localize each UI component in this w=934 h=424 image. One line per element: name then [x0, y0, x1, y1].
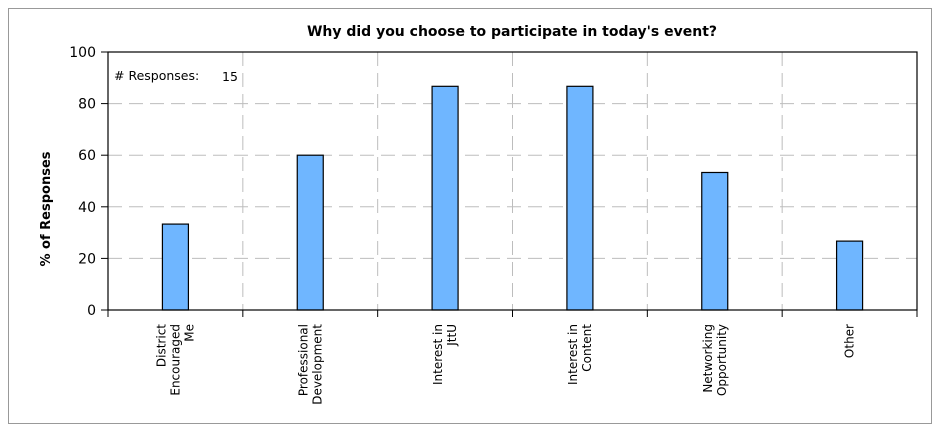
category-label: Interest in JttU [431, 324, 459, 385]
category-label-line: Content [580, 324, 594, 372]
plot-area-border [107, 51, 918, 311]
chart-frame [8, 8, 932, 424]
category-label: Professional Development [296, 324, 324, 405]
bar [835, 240, 864, 311]
grid-lines [108, 52, 917, 310]
axes [101, 51, 918, 317]
responses-label: # Responses: [114, 68, 199, 83]
y-tick-label: 40 [78, 200, 96, 216]
y-tick-label: 20 [78, 251, 96, 267]
bar [161, 223, 190, 311]
category-label: Networking Opportunity [701, 324, 729, 396]
x-tick-labels: District Encouraged Me Professional Developm… [154, 324, 856, 405]
category-label-line: Interest in [431, 324, 445, 385]
category-label-line: Me [182, 324, 196, 342]
category-label-line: Encouraged [168, 324, 182, 396]
category-label-line: District [154, 324, 168, 367]
y-tick-label: 100 [69, 45, 96, 61]
bar [701, 171, 729, 311]
category-label-line: Development [310, 324, 324, 405]
category-label-line: Other [843, 324, 857, 358]
bar [431, 85, 459, 311]
y-axis-label: % of Responses [39, 151, 54, 266]
y-tick-label: 60 [78, 148, 96, 164]
category-label-line: JttU [445, 324, 459, 347]
bars [161, 85, 864, 311]
responses-count: 15 [222, 69, 238, 84]
category-label: Interest in Content [566, 324, 594, 385]
y-tick-label: 0 [87, 303, 96, 319]
chart-title: Why did you choose to participate in tod… [307, 24, 717, 40]
bar [296, 154, 324, 311]
category-label-line: Networking [701, 324, 715, 393]
y-tick-labels: 0 20 40 60 80 100 [69, 45, 96, 319]
category-label-line: Professional [296, 324, 310, 396]
y-tick-label: 80 [78, 97, 96, 113]
category-label-line: Interest in [566, 324, 580, 385]
bar [566, 85, 594, 311]
category-label: District Encouraged Me [154, 324, 196, 396]
category-label-line: Opportunity [715, 324, 729, 396]
category-label: Other [843, 324, 857, 358]
responses-annotation: # Responses: 15 [114, 68, 238, 84]
